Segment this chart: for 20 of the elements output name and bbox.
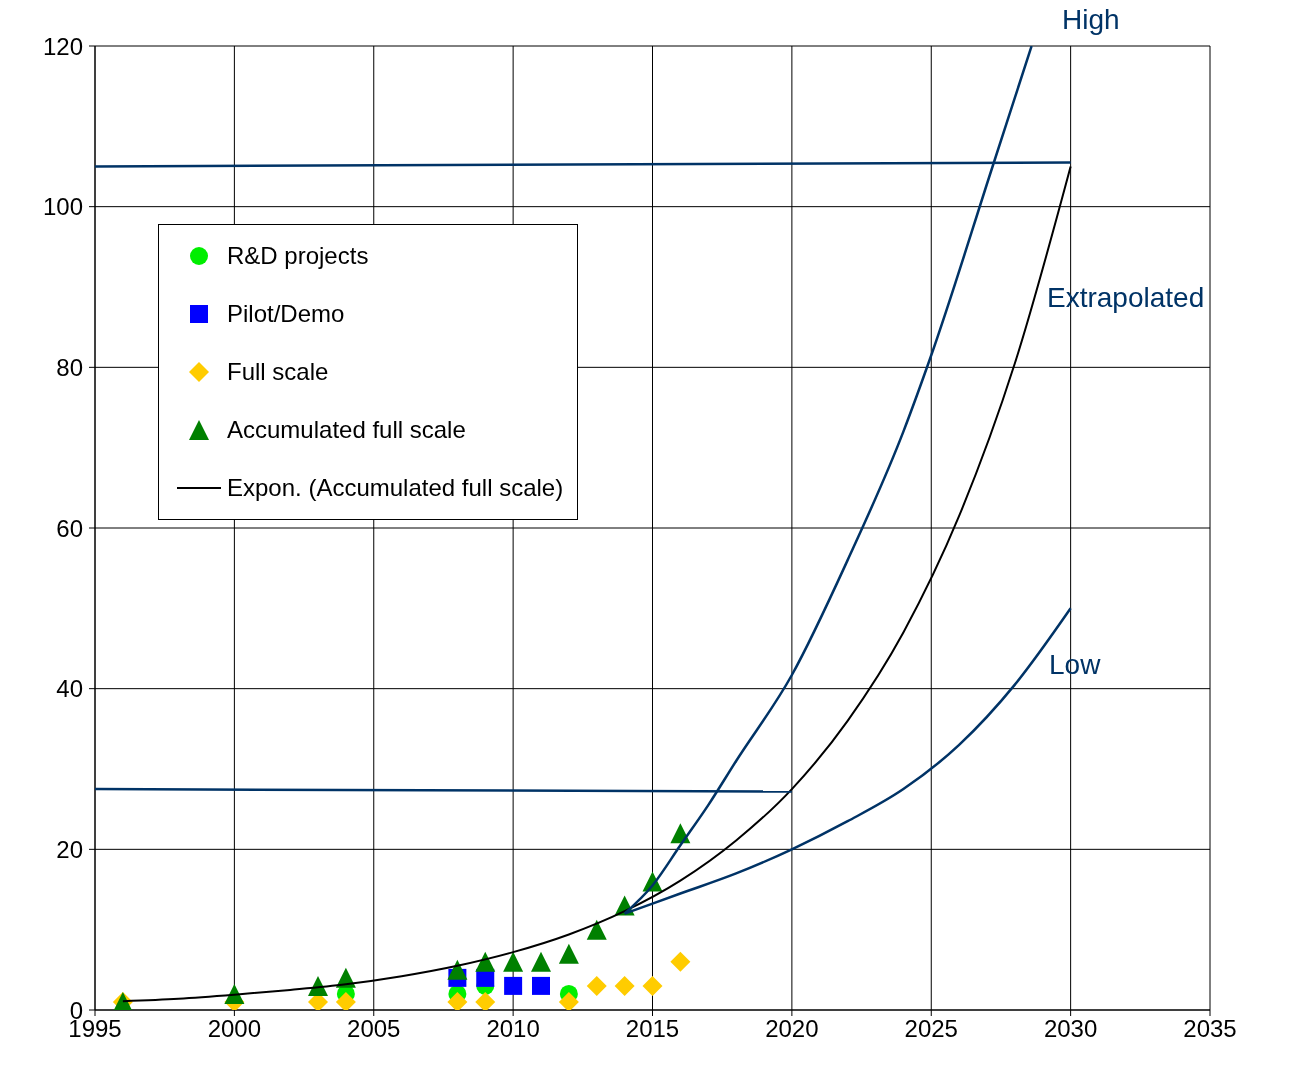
x-tick-label: 2030 bbox=[1043, 1015, 1098, 1043]
legend-label: Expon. (Accumulated full scale) bbox=[227, 474, 564, 502]
x-tick-label: 2020 bbox=[765, 1015, 819, 1043]
x-tick-label: 2010 bbox=[486, 1015, 540, 1043]
text: High bbox=[1062, 4, 1120, 36]
x-tick-label: 2035 bbox=[1183, 1015, 1237, 1043]
y-tick-label: 20 bbox=[56, 835, 83, 863]
x-tick-label: 2005 bbox=[347, 1015, 401, 1043]
legend-label: Accumulated full scale bbox=[227, 416, 466, 444]
legend-label: Full scale bbox=[227, 358, 329, 386]
legend-label: Pilot/Demo bbox=[227, 300, 345, 328]
y-tick-label: 60 bbox=[56, 514, 83, 542]
legend-label: R&D projects bbox=[227, 242, 369, 270]
y-tick-label: 120 bbox=[42, 32, 83, 60]
x-tick-label: 2000 bbox=[207, 1015, 262, 1043]
y-tick-label: 40 bbox=[56, 675, 83, 703]
x-tick-label: 2015 bbox=[625, 1015, 680, 1043]
y-tick-label: 80 bbox=[56, 353, 83, 381]
x-tick-label: 2025 bbox=[904, 1015, 958, 1043]
y-tick-label: 100 bbox=[42, 193, 83, 221]
